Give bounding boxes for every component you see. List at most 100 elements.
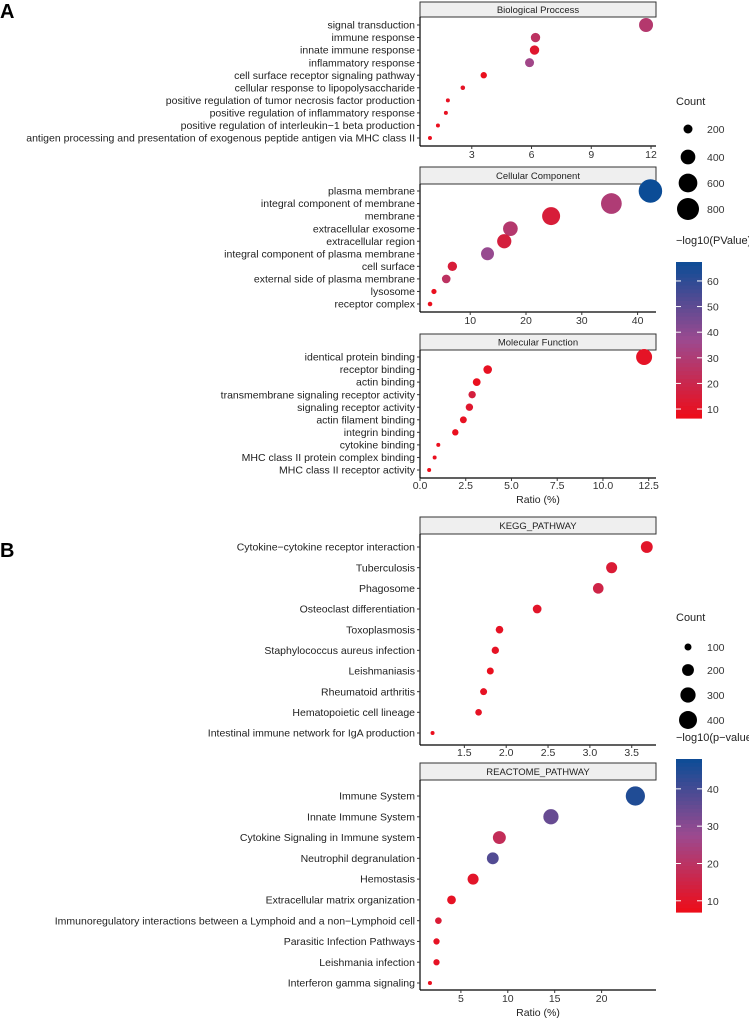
size-legend-label: 600: [707, 178, 725, 190]
data-point: [430, 731, 435, 735]
category-label: actin binding: [356, 377, 415, 389]
facet-kegg-pathway: KEGG_PATHWAY 1.5 2.0 2.5 3.0 3.5 Cytokine−cyto…: [208, 516, 657, 759]
facet-title: Biological Proccess: [497, 5, 580, 16]
data-point: [480, 72, 487, 79]
x-tick-label: 1.5: [457, 747, 472, 759]
category-label: Neutrophil degranulation: [301, 853, 416, 865]
category-label: cell surface receptor signaling pathway: [234, 70, 416, 82]
size-legend-title: Count: [676, 612, 705, 624]
colorbar-segment: [676, 375, 702, 380]
colorbar-segment: [676, 269, 702, 275]
data-point: [529, 45, 540, 55]
colorbar-segment: [676, 289, 702, 294]
data-point: [497, 234, 512, 249]
facet-title: KEGG_PATHWAY: [499, 521, 577, 532]
data-point: [447, 895, 456, 905]
colorbar-segment: [676, 359, 702, 364]
colorbar-segment: [676, 877, 702, 882]
colorbar-segment: [676, 262, 702, 267]
category-label: MHC class II protein complex binding: [242, 452, 415, 464]
category-label: identical protein binding: [305, 352, 415, 364]
category-label: positive regulation of interleukin−1 bet…: [181, 120, 416, 132]
category-label: antigen processing and presentation of e…: [26, 133, 415, 145]
colorbar-segment: [676, 759, 702, 764]
colorbar-segment: [676, 781, 702, 787]
data-point: [600, 193, 622, 214]
legend-panel-b: Count 100 200 300 400 −log10(p−value) 10 20 30 40: [676, 612, 749, 913]
colorbar-segment: [676, 889, 702, 894]
colorbar-segment: [676, 293, 702, 298]
data-point: [606, 562, 618, 574]
x-tick-label: 0.0: [413, 480, 428, 492]
colorbar-segment: [676, 904, 702, 909]
colorbar-segment: [676, 371, 702, 376]
colorbar-segment: [676, 379, 702, 384]
data-point: [492, 831, 506, 845]
colorbar-segment: [676, 406, 702, 411]
facet-strip: [419, 516, 657, 535]
data-point: [638, 179, 663, 203]
x-tick-label: 2.0: [499, 747, 514, 759]
data-point: [467, 873, 479, 885]
category-label: extracellular region: [326, 236, 415, 248]
legend-panel-a: Count 200 400 600 800 −log10(PValue) 10 20 30 40 5…: [676, 96, 749, 419]
data-point: [525, 58, 535, 68]
data-point: [427, 301, 433, 307]
facet-biological-proccess: Biological Proccess 3 6 9 12 signal transduct…: [26, 1, 657, 161]
colorbar-segment: [676, 892, 702, 898]
colorbar-segment: [676, 873, 702, 879]
colorbar-segment: [676, 846, 702, 852]
colorbar-segment: [676, 862, 702, 867]
colorbar-segment: [676, 869, 702, 875]
colorbar-segment: [676, 778, 702, 783]
color-legend-title: −log10(PValue): [676, 235, 749, 247]
category-label: immune response: [332, 32, 416, 44]
category-label: Staphylococcus aureus infection: [264, 645, 415, 657]
category-label: cell surface: [362, 261, 415, 273]
facet-reactome-pathway: REACTOME_PATHWAY 5 10 15 20 Ratio (%) Immune S…: [55, 762, 657, 1019]
colorbar-segment: [676, 308, 702, 314]
colorbar-segment: [676, 896, 702, 902]
colorbar-label: 30: [707, 821, 719, 833]
colorbar-segment: [676, 866, 702, 871]
category-label: Rheumatoid arthritis: [321, 686, 415, 698]
colorbar-segment: [676, 351, 702, 357]
data-point: [447, 261, 458, 272]
category-label: innate immune response: [300, 45, 415, 57]
colorbar-segment: [676, 312, 702, 318]
data-point: [640, 541, 653, 553]
x-tick-label: 2.5: [458, 480, 473, 492]
size-legend-key: [683, 124, 693, 134]
data-point: [459, 416, 467, 424]
colorbar-label: 20: [707, 378, 719, 390]
data-point: [468, 390, 476, 399]
colorbar-segment: [676, 801, 702, 806]
facet-strip: [419, 166, 657, 185]
colorbar-segment: [676, 355, 702, 361]
colorbar-segment: [676, 843, 702, 848]
x-axis-label: Ratio (%): [516, 1007, 560, 1019]
category-label: cytokine binding: [340, 439, 415, 451]
colorbar-segment: [676, 304, 702, 310]
category-label: Osteoclast differentiation: [300, 604, 416, 616]
colorbar-segment: [676, 854, 702, 860]
data-point: [436, 442, 441, 447]
data-point: [427, 468, 432, 472]
facet-strip: [419, 1, 657, 18]
category-label: Hemostasis: [360, 874, 415, 886]
data-point: [503, 221, 518, 237]
data-point: [483, 365, 493, 374]
category-label: Innate Immune System: [307, 811, 415, 823]
data-point: [636, 349, 653, 365]
category-label: Hematopoietic cell lineage: [292, 707, 415, 719]
colorbar-segment: [676, 410, 702, 415]
category-label: Leishmania infection: [319, 957, 415, 969]
colorbar-segment: [676, 808, 702, 814]
category-label: Immunoregulatory interactions between a …: [55, 915, 415, 927]
data-point: [465, 403, 474, 411]
category-label: integral component of membrane: [261, 198, 415, 210]
colorbar-segment: [676, 281, 702, 286]
category-label: Cytokine Signaling in Immune system: [240, 832, 415, 844]
size-legend-key: [680, 687, 696, 703]
